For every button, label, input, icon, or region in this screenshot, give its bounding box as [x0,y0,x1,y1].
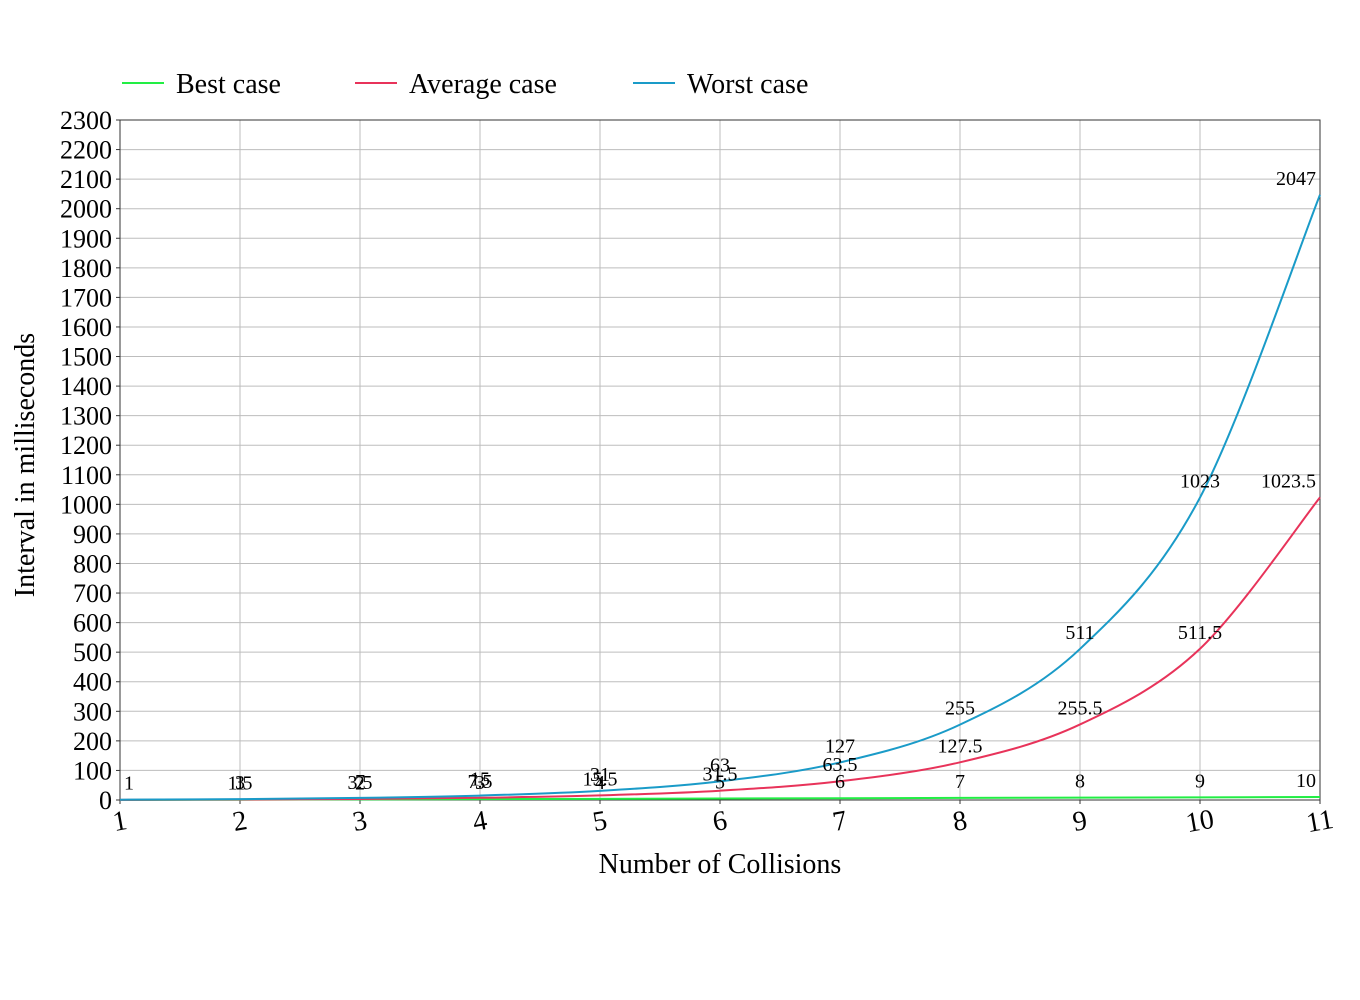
data-label-best-case: 10 [1296,770,1316,792]
y-tick-label: 0 [99,786,112,815]
y-tick-label: 2000 [60,195,112,224]
data-label-best-case: 9 [1195,770,1205,792]
y-tick-label: 1000 [60,490,112,519]
y-tick-label: 2200 [60,136,112,165]
y-tick-label: 1100 [61,461,112,490]
x-tick-label: 2 [230,805,249,838]
data-label-best-case: 4 [595,772,605,794]
y-tick-label: 1200 [60,431,112,460]
data-label-average-case: 63.5 [823,754,858,776]
data-label-worst-case: 3 [235,772,245,794]
legend-label-best-case: Best case [176,69,281,100]
grid [119,119,1321,801]
x-tick-label: 8 [950,805,969,838]
y-tick-label: 800 [73,549,112,578]
y-tick-label: 1500 [60,343,112,372]
data-label-average-case: 1023.5 [1261,470,1316,492]
y-tick-label: 2100 [60,165,112,194]
legend-label-average-case: Average case [409,69,557,100]
data-label-worst-case: 15 [470,769,490,791]
x-tick-label: 1 [110,805,129,838]
x-axis: 1 2 3 4 5 6 7 8 9 10 11 [110,800,1336,839]
y-tick-label: 1400 [60,372,112,401]
y-tick-label: 900 [73,520,112,549]
y-tick-label: 700 [73,579,112,608]
x-axis-title: Number of Collisions [599,849,842,880]
y-tick-label: 1700 [60,283,112,312]
data-label-average-case: 255.5 [1058,697,1103,719]
data-label-best-case: 2 [355,772,365,794]
series-lines [119,194,1321,801]
data-label-average-case: 127.5 [938,735,983,757]
y-tick-label: 300 [73,697,112,726]
data-label-best-case: 8 [1075,771,1085,793]
legend-label-worst-case: Worst case [687,69,808,100]
data-label-worst-case: 63 [710,754,730,776]
y-tick-label: 500 [73,638,112,667]
x-tick-label: 11 [1304,804,1336,839]
series-line-worst-case [119,194,1321,801]
y-tick-label: 200 [73,727,112,756]
y-tick-label: 600 [73,609,112,638]
y-axis: 0100200300400500600700800900100011001200… [60,106,120,815]
data-label-worst-case: 255 [945,698,975,720]
data-label-best-case: 5 [715,772,725,794]
y-tick-label: 400 [73,668,112,697]
data-label-worst-case: 31 [590,764,610,786]
data-label-worst-case: 7 [355,771,365,793]
x-tick-label: 5 [590,805,609,838]
data-label-average-case: 3.5 [348,772,373,794]
data-label-average-case: 31.5 [703,764,738,786]
data-label-average-case: 1.5 [228,773,253,795]
x-tick-label: 6 [710,805,729,838]
y-tick-label: 100 [73,756,112,785]
x-tick-label: 10 [1183,804,1216,839]
data-label-best-case: 7 [955,771,965,793]
data-label-average-case: 7.5 [468,771,493,793]
legend: Best case Average case Worst case [122,69,808,100]
data-label-best-case: 6 [835,771,845,793]
data-label-worst-case: 2047 [1276,168,1316,190]
x-tick-label: 4 [470,805,489,838]
y-tick-label: 1900 [60,224,112,253]
y-axis-title: Interval in milliseconds [10,333,41,597]
data-label-average-case: 511.5 [1178,622,1222,644]
x-tick-label: 7 [830,805,849,838]
x-tick-label: 9 [1070,805,1089,838]
y-tick-label: 1600 [60,313,112,342]
y-tick-label: 2300 [60,106,112,135]
data-label-worst-case: 1023 [1180,471,1220,493]
data-label-worst-case: 1 [124,773,134,795]
data-label-worst-case: 511 [1065,622,1094,644]
data-label-worst-case: 127 [825,735,855,757]
data-labels: 1 2 3 4 5 6 7 8 9 10 1.5 3.5 7.5 15.5 31.5 63.5 127.5 255… [124,168,1316,795]
y-tick-label: 1300 [60,402,112,431]
y-tick-label: 1800 [60,254,112,283]
data-label-best-case: 3 [475,772,485,794]
x-tick-label: 3 [350,805,369,838]
data-label-best-case: 1 [235,773,245,795]
data-label-average-case: 15.5 [583,768,618,790]
